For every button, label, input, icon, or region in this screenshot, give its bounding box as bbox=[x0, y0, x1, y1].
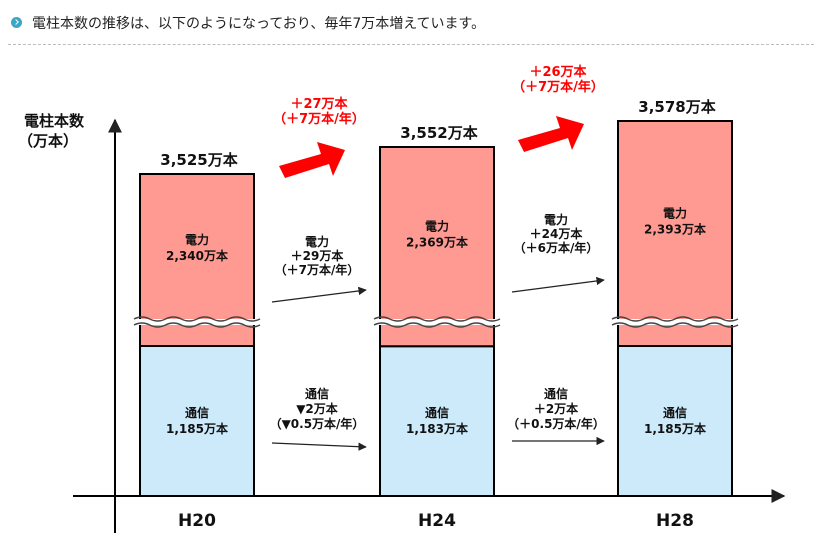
power-change-arrow bbox=[271, 286, 367, 303]
axis-break-line bbox=[373, 316, 501, 322]
bar-telecom-H28 bbox=[617, 345, 733, 497]
telecom-change-amount: ＋2万本 bbox=[534, 401, 578, 416]
heading-divider bbox=[8, 44, 814, 45]
y-axis-label-line2: （万本） bbox=[18, 132, 78, 150]
total-change-amount: ＋26万本 bbox=[529, 64, 586, 80]
total-increase-arrow-icon bbox=[518, 116, 584, 152]
power-label-name: 電力 bbox=[663, 206, 687, 221]
total-increase-arrow-icon bbox=[279, 142, 345, 178]
circle-arrow-bullet-icon bbox=[11, 17, 22, 28]
axis-break-line bbox=[133, 322, 261, 328]
telecom-change-arrow bbox=[271, 442, 367, 451]
bar-telecom-H20 bbox=[139, 345, 255, 497]
heading-text: 電柱本数の推移は、以下のようになっており、毎年7万本増えています。 bbox=[32, 16, 486, 32]
power-change-rate: （＋7万本/年） bbox=[275, 262, 360, 277]
power-label-name: 電力 bbox=[185, 232, 209, 247]
telecom-change-rate: （▼0.5万本/年） bbox=[270, 416, 365, 431]
telecom-label-value: 1,185万本 bbox=[166, 421, 228, 436]
telecom-change-name: 通信 bbox=[305, 386, 329, 401]
power-label-value: 2,340万本 bbox=[166, 248, 228, 263]
total-change-rate: （＋7万本/年） bbox=[273, 111, 365, 127]
power-label-name: 電力 bbox=[425, 219, 449, 234]
telecom-label-value: 1,183万本 bbox=[406, 421, 468, 436]
total-change-amount: ＋27万本 bbox=[290, 96, 347, 112]
axis-break-band bbox=[376, 319, 498, 325]
axis-break-line bbox=[133, 316, 261, 322]
bar-telecom-H24 bbox=[379, 345, 495, 498]
axis-break-line bbox=[373, 322, 501, 328]
telecom-label-name: 通信 bbox=[425, 405, 449, 420]
total-label-H20: 3,525万本 bbox=[160, 151, 237, 169]
y-axis-label-line1: 電柱本数 bbox=[24, 112, 85, 130]
telecom-change-amount: ▼2万本 bbox=[296, 401, 338, 416]
total-change-rate: （＋7万本/年） bbox=[512, 79, 604, 95]
axis-break-band bbox=[614, 319, 736, 325]
power-change-amount: ＋24万本 bbox=[530, 226, 583, 241]
heading: 電柱本数の推移は、以下のようになっており、毎年7万本増えています。 bbox=[8, 8, 814, 45]
x-tick-label-H24: H24 bbox=[418, 511, 456, 531]
x-tick-label-H28: H28 bbox=[656, 511, 694, 531]
power-change-arrow bbox=[511, 276, 605, 293]
telecom-change-rate: （＋0.5万本/年） bbox=[507, 416, 605, 431]
bar-power-H24 bbox=[379, 146, 495, 348]
telecom-change-name: 通信 bbox=[544, 386, 568, 401]
power-change-amount: ＋29万本 bbox=[291, 248, 344, 263]
total-label-H28: 3,578万本 bbox=[638, 98, 715, 116]
x-tick-label-H20: H20 bbox=[178, 511, 216, 531]
bar-power-H28 bbox=[617, 120, 733, 347]
axis-break-line bbox=[611, 322, 739, 328]
power-label-value: 2,393万本 bbox=[644, 222, 706, 237]
power-label-value: 2,369万本 bbox=[406, 235, 468, 250]
power-change-name: 電力 bbox=[544, 212, 568, 227]
power-change-rate: （＋6万本/年） bbox=[514, 240, 599, 255]
power-change-name: 電力 bbox=[305, 234, 329, 249]
telecom-label-value: 1,185万本 bbox=[644, 421, 706, 436]
axis-break-line bbox=[611, 316, 739, 322]
axis-break-band bbox=[136, 319, 258, 325]
telecom-label-name: 通信 bbox=[185, 405, 209, 420]
telecom-label-name: 通信 bbox=[663, 405, 687, 420]
total-label-H24: 3,552万本 bbox=[400, 124, 477, 142]
